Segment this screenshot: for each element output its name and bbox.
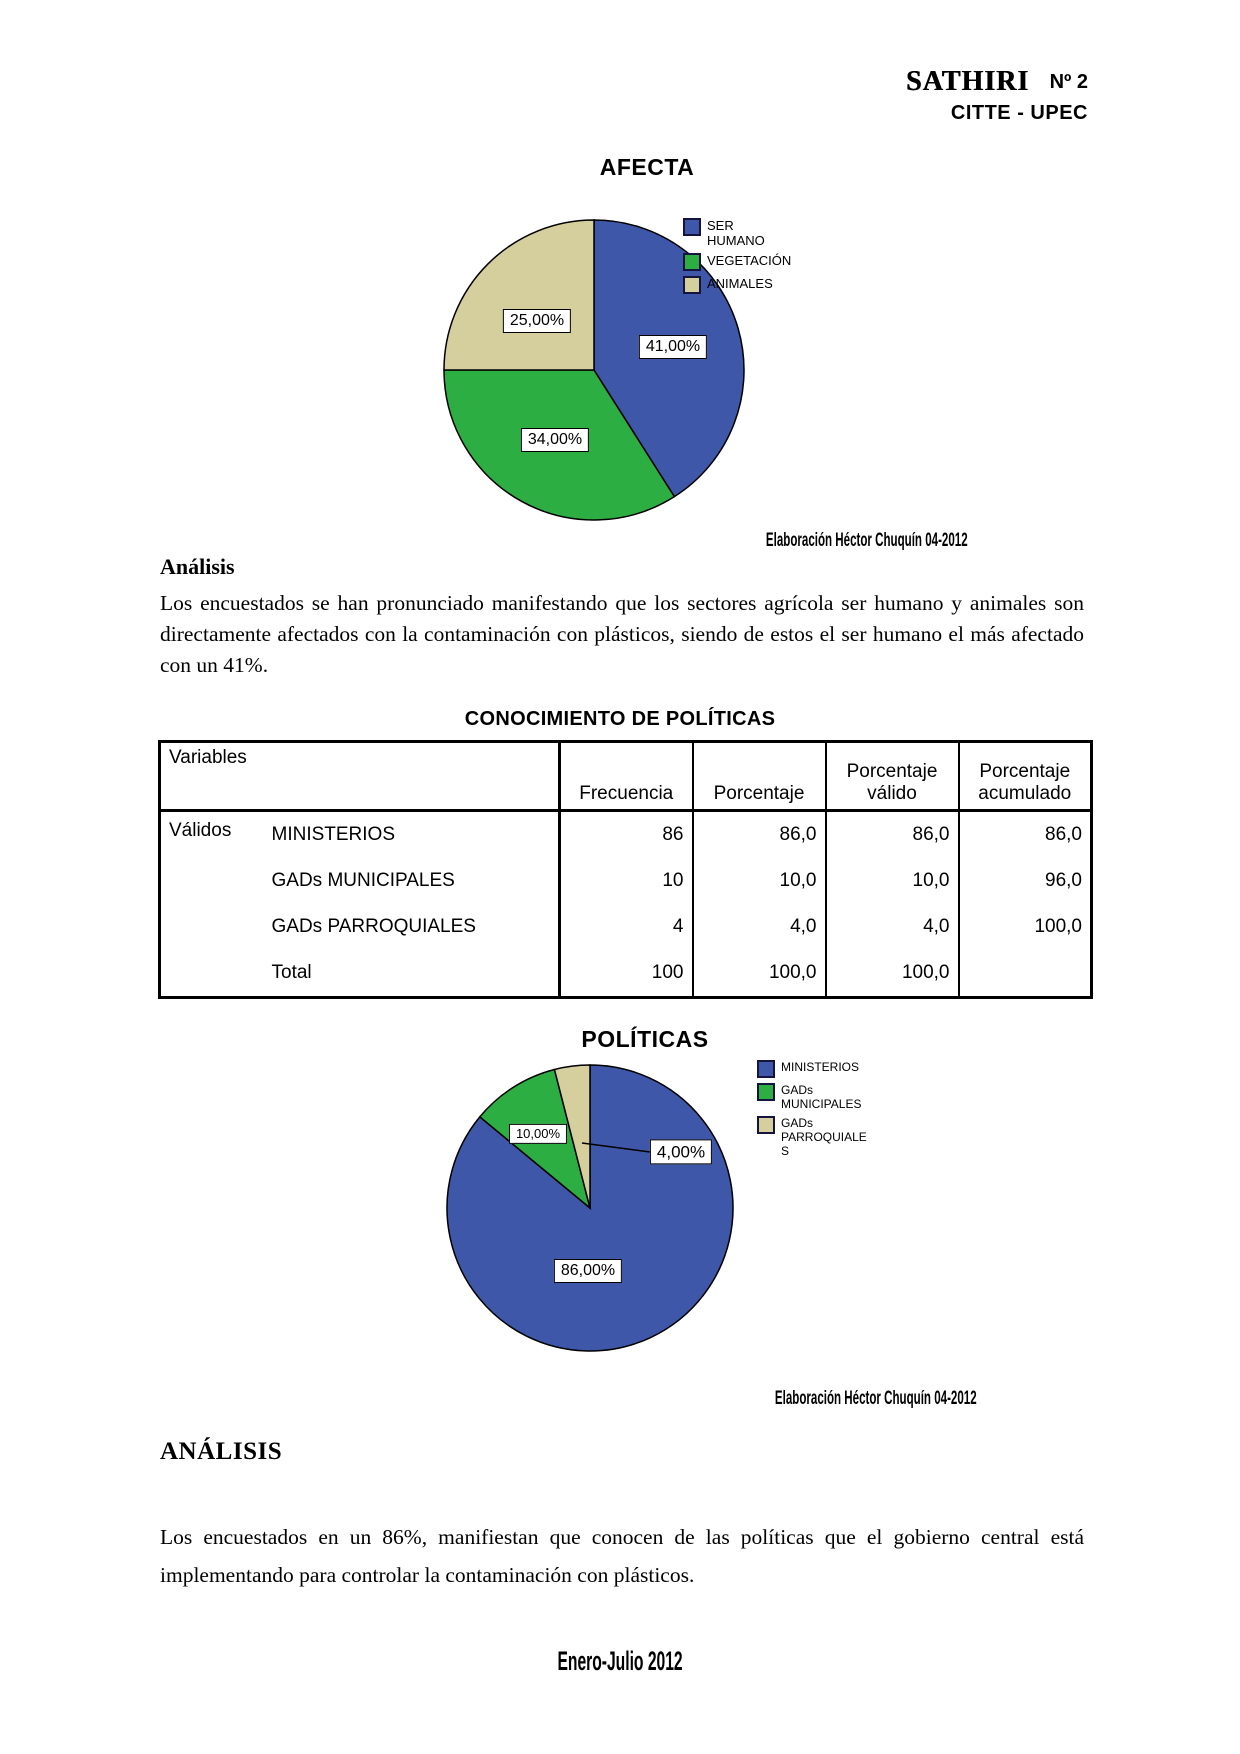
pie-svg xyxy=(443,219,745,521)
chart-title-afecta: AFECTA xyxy=(599,154,695,180)
footer-text: Enero-Julio 2012 xyxy=(557,1645,683,1676)
legend-swatch-icon xyxy=(683,218,701,236)
chart-credit: Elaboración Héctor Chuquín 04-2012 xyxy=(671,528,968,551)
cell-value: 86,0 xyxy=(957,810,1092,858)
column-header-porcentaje: Porcentaje xyxy=(691,741,826,812)
analysis-heading-1: Análisis xyxy=(160,554,235,579)
pie-slice-label-1: 34,00% xyxy=(520,428,590,452)
legend-item: MINISTERIOS xyxy=(757,1060,867,1078)
chart-title-politicas: POLÍTICAS xyxy=(581,1026,709,1052)
cell-value xyxy=(957,950,1092,998)
pie-slice-0 xyxy=(446,1064,734,1352)
chart-credit-2: Elaboración Héctor Chuquín 04-2012 xyxy=(680,1386,977,1409)
table-row: Válidos MINISTERIOS 86 86,0 86,0 86,0 xyxy=(160,810,1092,858)
chart-credit-text-2: Elaboración Héctor Chuquín 04-2012 xyxy=(775,1386,977,1409)
column-header-porcentaje-acumulado: Porcentaje acumulado xyxy=(957,741,1092,812)
cell-value: 4 xyxy=(558,904,693,950)
pie-slice-label-0: 41,00% xyxy=(638,335,708,359)
table-row: GADs PARROQUIALES 4 4,0 4,0 100,0 xyxy=(160,904,1092,950)
legend-label: SER HUMANO xyxy=(707,218,765,248)
pie-slice-label-1: 10,00% xyxy=(508,1123,568,1145)
analysis-paragraph-2: Los encuestados en un 86%, manifiestan q… xyxy=(160,1525,1084,1587)
cell-value: 86,0 xyxy=(691,810,826,858)
cell-value: 10 xyxy=(558,858,693,904)
journal-title: SATHIRI xyxy=(905,66,1030,97)
legend-item: ANIMALES xyxy=(683,276,791,294)
cell-value: 4,0 xyxy=(691,904,826,950)
column-header-variables: Variables xyxy=(159,741,560,812)
cell-value: 100,0 xyxy=(957,904,1092,950)
cell-row-group: Válidos xyxy=(169,820,232,841)
pie-slice-label-2: 4,00% xyxy=(649,1139,713,1165)
legend-swatch-icon xyxy=(683,276,701,294)
column-header-porcentaje-valido: Porcentaje válido xyxy=(824,741,959,812)
cell-value: 10,0 xyxy=(691,858,826,904)
table-row: GADs MUNICIPALES 10 10,0 10,0 96,0 xyxy=(160,858,1092,904)
legend-label: GADs PARROQUIALE S xyxy=(781,1116,867,1158)
legend-label: ANIMALES xyxy=(707,276,773,291)
journal-issue: Nº 2 xyxy=(1049,71,1088,93)
journal-header: SATHIRI Nº 2 CITTE - UPEC xyxy=(906,66,1088,125)
journal-title-line: SATHIRI Nº 2 xyxy=(906,66,1088,98)
legend-swatch-icon xyxy=(757,1083,775,1101)
cell-variable-label: Total xyxy=(271,962,312,983)
cell-variable-label: MINISTERIOS xyxy=(271,824,396,845)
frequency-table: Variables Frecuencia Porcentaje Porcenta… xyxy=(158,740,1093,999)
legend-item: SER HUMANO xyxy=(683,218,791,248)
chart-credit-text: Elaboración Héctor Chuquín 04-2012 xyxy=(766,528,968,551)
cell-variable-label: GADs MUNICIPALES xyxy=(271,870,455,891)
cell-row-group xyxy=(160,858,264,904)
page-footer: Enero-Julio 2012 xyxy=(420,1645,820,1676)
label-leader-line xyxy=(581,1142,651,1153)
legend-afecta: SER HUMANO VEGETACIÓN ANIMALES xyxy=(683,218,791,294)
legend-item: VEGETACIÓN xyxy=(683,253,791,271)
cell-value: 96,0 xyxy=(957,858,1092,904)
pie-slice-label-2: 25,00% xyxy=(502,309,572,333)
cell-value: 86 xyxy=(558,810,693,858)
legend-item: GADs MUNICIPALES xyxy=(757,1083,867,1111)
frequency-table-wrapper: Variables Frecuencia Porcentaje Porcenta… xyxy=(158,740,1093,999)
legend-item: GADs PARROQUIALE S xyxy=(757,1116,867,1158)
cell-row-group xyxy=(160,904,264,950)
legend-politicas: MINISTERIOS GADs MUNICIPALES GADs PARROQUI… xyxy=(757,1060,867,1158)
table-row: Total 100 100,0 100,0 xyxy=(160,950,1092,998)
legend-swatch-icon xyxy=(683,253,701,271)
cell-value: 86,0 xyxy=(824,810,959,858)
column-header-frecuencia: Frecuencia xyxy=(558,741,693,812)
pie-chart-politicas: 86,00% 10,00% 4,00% xyxy=(445,1063,745,1363)
pie-svg xyxy=(446,1064,734,1352)
pie-slice-2 xyxy=(553,1064,591,1209)
table-header-row: Variables Frecuencia Porcentaje Porcenta… xyxy=(159,741,1092,812)
legend-label: MINISTERIOS xyxy=(781,1060,860,1074)
pie-chart-afecta: 41,00% 34,00% 25,00% xyxy=(441,218,747,524)
cell-row-group xyxy=(160,950,264,998)
table-title: CONOCIMIENTO DE POLÍTICAS xyxy=(464,708,776,730)
cell-value: 4,0 xyxy=(824,904,959,950)
cell-value: 100,0 xyxy=(691,950,826,998)
pie-slice-2 xyxy=(443,219,595,371)
analysis-heading-2: ANÁLISIS xyxy=(160,1438,283,1465)
cell-value: 10,0 xyxy=(824,858,959,904)
cell-value: 100,0 xyxy=(824,950,959,998)
table-body: Válidos MINISTERIOS 86 86,0 86,0 86,0 GADs MUN… xyxy=(160,810,1092,998)
journal-subtitle: CITTE - UPEC xyxy=(950,102,1088,124)
pie-slice-label-0: 86,00% xyxy=(553,1259,623,1283)
cell-value: 100 xyxy=(558,950,693,998)
cell-variable-label: GADs PARROQUIALES xyxy=(271,916,476,937)
legend-label: GADs MUNICIPALES xyxy=(781,1083,862,1111)
legend-label: VEGETACIÓN xyxy=(707,253,792,268)
legend-swatch-icon xyxy=(757,1060,775,1078)
analysis-paragraph-1: Los encuestados se han pronunciado manif… xyxy=(160,591,1084,677)
legend-swatch-icon xyxy=(757,1116,775,1134)
